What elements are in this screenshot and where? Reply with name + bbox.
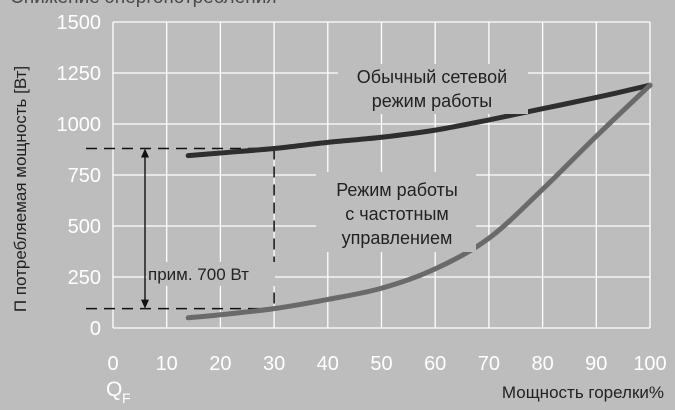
annotation-label-bg — [147, 262, 275, 286]
series-fc-label-line2: с частотным — [345, 204, 449, 224]
x-tick-label: 30 — [263, 353, 285, 375]
y-tick-label: 1500 — [57, 12, 102, 34]
series-network-line — [185, 82, 653, 159]
series-fc-label-line1: Режим работы — [336, 180, 458, 200]
x-tick-label: 0 — [107, 353, 118, 375]
y-tick-label: 1250 — [57, 63, 102, 85]
series-fc-label-bg — [316, 172, 476, 252]
series-fc-line — [185, 82, 653, 321]
x-axis-label: Мощность горелки% — [502, 383, 664, 402]
y-tick-label: 0 — [90, 318, 101, 340]
chart-title-cut-off: Снижение энергопотребления — [10, 0, 277, 9]
x-tick-label: 90 — [585, 353, 607, 375]
series-network-label-bg — [338, 64, 528, 114]
y-tick-label: 500 — [68, 216, 101, 238]
x-tick-label: 10 — [156, 353, 178, 375]
series-network-label-line1: Обычный сетевой — [357, 67, 507, 87]
series-network-label-line2: режим работы — [372, 91, 492, 111]
x-sub-label: Q — [106, 378, 122, 401]
x-tick-label: 40 — [317, 353, 339, 375]
annotation-label: прим. 700 Вт — [148, 265, 249, 284]
x-tick-label: 80 — [531, 353, 553, 375]
x-sub-label-subscript: F — [122, 390, 131, 405]
x-tick-label: 20 — [209, 353, 231, 375]
y-tick-label: 1000 — [57, 114, 102, 136]
y-tick-label: 750 — [68, 165, 101, 187]
annotation-arrow-head-top — [141, 148, 149, 158]
x-tick-label: 100 — [633, 353, 666, 375]
annotation-arrow-head-bottom — [141, 299, 149, 309]
x-tick-label: 50 — [370, 353, 392, 375]
x-tick-label: 60 — [424, 353, 446, 375]
y-tick-label: 250 — [68, 267, 101, 289]
series-fc-label-line3: управлением — [342, 228, 453, 248]
y-axis-label: П потребляемая мощность [Вт] — [11, 66, 30, 312]
x-tick-label: 70 — [478, 353, 500, 375]
